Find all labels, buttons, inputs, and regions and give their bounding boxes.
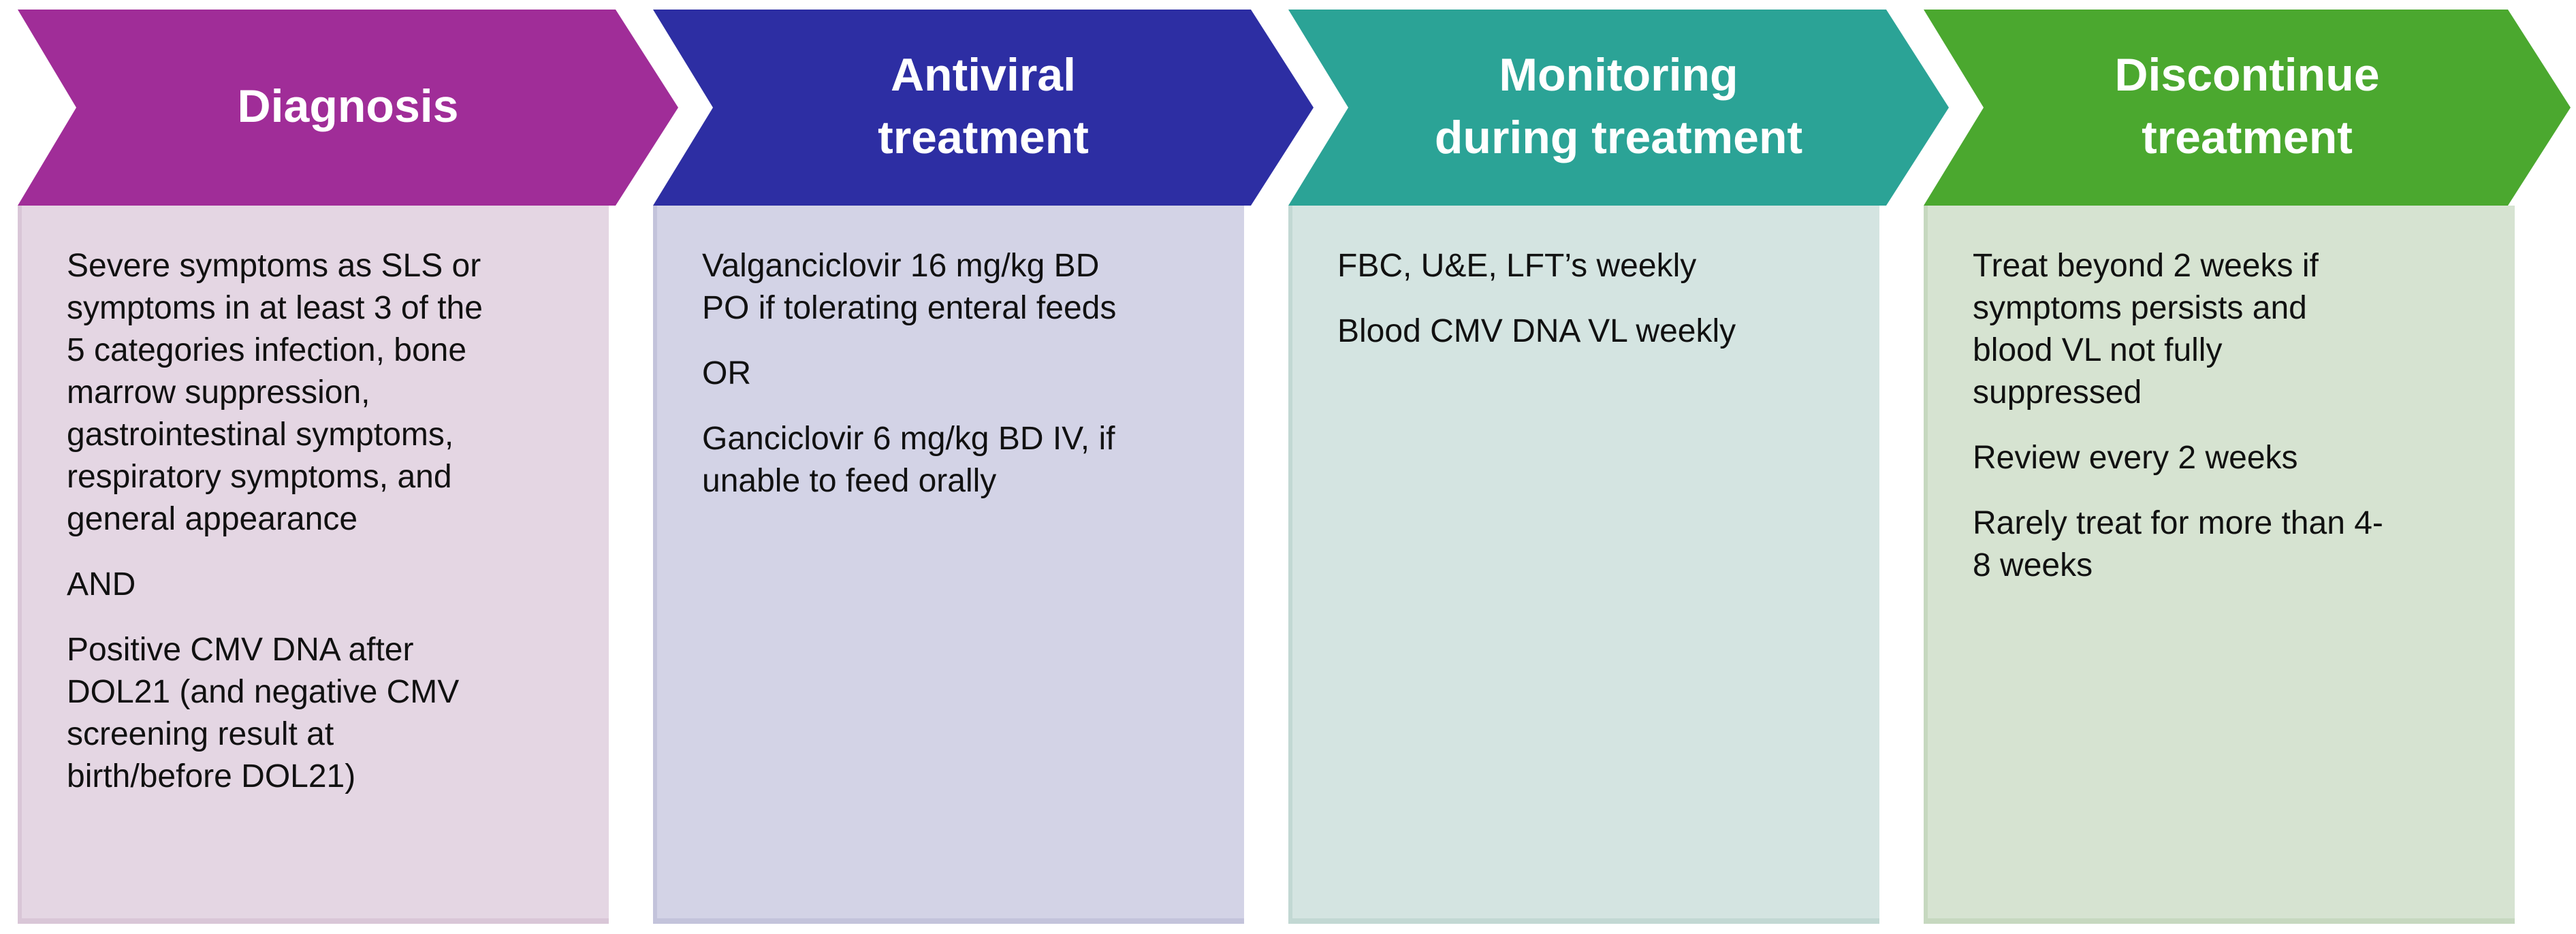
body-paragraph: Ganciclovir 6 mg/kg BD IV, if unable to … — [702, 421, 1115, 499]
body-paragraph: OR — [702, 355, 751, 391]
stage-title: Monitoring during treatment — [1434, 49, 1803, 163]
body-paragraph: FBC, U&E, LFT’s weekly — [1337, 248, 1697, 284]
stage-header-arrow-monitoring-during-treatment: Monitoring during treatment — [1288, 10, 1949, 206]
stage-title: Antiviral treatment — [878, 49, 1089, 163]
stage-discontinue-treatment: Discontinue treatment Treat beyond 2 wee… — [1924, 10, 2515, 924]
stage-diagnosis: Diagnosis Severe symptoms as SLS or symp… — [18, 10, 609, 924]
stage-monitoring-during-treatment: Monitoring during treatment FBC, U&E, LF… — [1288, 10, 1879, 924]
stage-title: Diagnosis — [237, 80, 459, 132]
stage-header-arrow-diagnosis: Diagnosis — [18, 10, 678, 206]
stage-header-arrow-antiviral-treatment: Antiviral treatment — [653, 10, 1314, 206]
stage-title: Discontinue treatment — [2114, 49, 2380, 163]
stage-body-discontinue-treatment: Treat beyond 2 weeks if symptoms persist… — [1924, 206, 2515, 924]
body-paragraph: Treat beyond 2 weeks if symptoms persist… — [1973, 248, 2319, 410]
stage-body-antiviral-treatment: Valganciclovir 16 mg/kg BD PO if tolerat… — [653, 206, 1244, 924]
stage-body-diagnosis: Severe symptoms as SLS or symptoms in at… — [18, 206, 609, 924]
body-paragraph: Positive CMV DNA after DOL21 (and negati… — [67, 632, 460, 794]
stage-header-arrow-discontinue-treatment: Discontinue treatment — [1924, 10, 2571, 206]
body-paragraph: AND — [67, 566, 136, 602]
body-paragraph: Review every 2 weeks — [1973, 440, 2298, 476]
body-paragraph: Rarely treat for more than 4- 8 weeks — [1973, 505, 2383, 583]
body-paragraph: Valganciclovir 16 mg/kg BD PO if tolerat… — [702, 248, 1117, 326]
body-paragraph: Blood CMV DNA VL weekly — [1337, 313, 1736, 349]
stage-body-monitoring-during-treatment: FBC, U&E, LFT’s weekly Blood CMV DNA VL w… — [1288, 206, 1879, 924]
stage-antiviral-treatment: Antiviral treatment Valganciclovir 16 mg… — [653, 10, 1244, 924]
body-paragraph: Severe symptoms as SLS or symptoms in at… — [67, 248, 483, 537]
